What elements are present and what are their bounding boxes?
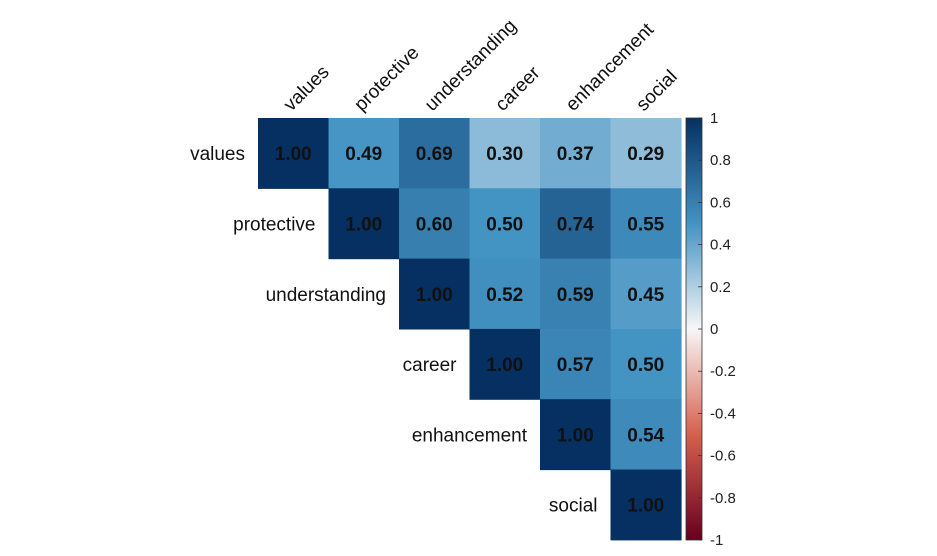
cell-value-label: 0.49 — [345, 144, 382, 165]
heatmap-cells: 1.00 0.49 0.69 0.30 0.37 0.29 1.00 0.60 0.50 0.74… — [258, 118, 682, 541]
colorbar-tick-label: 0.8 — [710, 152, 731, 169]
heatmap-cell-values-values — [258, 118, 330, 189]
cell-value-label: 0.37 — [557, 144, 594, 165]
cell-value-label: 0.57 — [557, 355, 594, 376]
cell-value-label: 0.74 — [557, 214, 594, 235]
colorbar-tick-label: 0.6 — [710, 194, 731, 211]
column-label-social: social — [632, 66, 681, 115]
heatmap-cell-values-social — [610, 118, 682, 189]
colorbar-tick-label: 0 — [710, 321, 718, 338]
colorbar-tick-label: -0.4 — [710, 405, 736, 422]
heatmap-cell-career-social — [610, 328, 682, 400]
heatmap-cell-protective-enhancement — [540, 188, 612, 260]
cell-value-label: 1.00 — [557, 425, 594, 446]
cell-value-label: 0.59 — [557, 285, 594, 306]
row-label-career: career — [403, 355, 458, 376]
cell-value-label: 0.50 — [627, 355, 664, 376]
heatmap-cell-values-understanding — [399, 118, 471, 189]
column-label-values: values — [280, 62, 334, 116]
cell-value-label: 0.69 — [416, 144, 453, 165]
colorbar-tick-label: -0.2 — [710, 363, 736, 380]
colorbar-tick-label: 0.2 — [710, 279, 731, 296]
row-label-values: values — [190, 144, 245, 165]
cell-value-label: 1.00 — [627, 496, 664, 517]
heatmap-cell-understanding-social — [610, 258, 682, 330]
cell-value-label: 0.54 — [627, 425, 664, 446]
cell-value-label: 0.45 — [627, 285, 664, 306]
row-label-understanding: understanding — [266, 285, 386, 306]
cell-value-label: 0.52 — [486, 285, 523, 306]
heatmap-cell-protective-career — [469, 188, 541, 260]
row-label-enhancement: enhancement — [412, 425, 528, 446]
column-label-protective: protective — [350, 42, 423, 115]
cell-value-label: 0.60 — [416, 214, 453, 235]
column-label-career: career — [491, 62, 544, 115]
cell-value-label: 0.55 — [627, 214, 664, 235]
heatmap-cell-protective-protective — [328, 188, 400, 260]
colorbar-tick-label: 1 — [710, 110, 718, 127]
colorbar-tick-label: -1 — [710, 532, 723, 549]
cell-value-label: 0.29 — [627, 144, 664, 165]
row-label-social: social — [549, 496, 598, 517]
heatmap-cell-enhancement-enhancement — [540, 399, 612, 471]
cell-value-label: 1.00 — [416, 285, 453, 306]
heatmap-cell-values-protective — [328, 118, 400, 189]
heatmap-cell-social-social — [610, 469, 682, 541]
heatmap-cell-understanding-career — [469, 258, 541, 330]
heatmap-cell-values-career — [469, 118, 541, 189]
heatmap-cell-career-enhancement — [540, 328, 612, 400]
heatmap-cell-career-career — [469, 328, 541, 400]
heatmap-cell-protective-understanding — [399, 188, 471, 260]
colorbar-tick-label: 0.4 — [710, 237, 731, 254]
colorbar: 1 0.8 0.6 0.4 0.2 0 -0.2 -0.4 -0.6 -0.8 -1 — [685, 110, 736, 549]
colorbar-tick-label: -0.6 — [710, 448, 736, 465]
cell-value-label: 0.50 — [486, 214, 523, 235]
heatmap-cell-enhancement-social — [610, 399, 682, 471]
heatmap-cell-understanding-enhancement — [540, 258, 612, 330]
cell-value-label: 0.30 — [486, 144, 523, 165]
row-labels: values protective understanding career enhan… — [190, 144, 597, 517]
cell-value-label: 1.00 — [345, 214, 382, 235]
row-label-protective: protective — [233, 214, 315, 235]
colorbar-tick-label: -0.8 — [710, 490, 736, 507]
cell-value-label: 1.00 — [486, 355, 523, 376]
heatmap-cell-understanding-understanding — [399, 258, 471, 330]
heatmap-cell-values-enhancement — [540, 118, 612, 189]
heatmap-cell-protective-social — [610, 188, 682, 260]
cell-value-label: 1.00 — [275, 144, 312, 165]
